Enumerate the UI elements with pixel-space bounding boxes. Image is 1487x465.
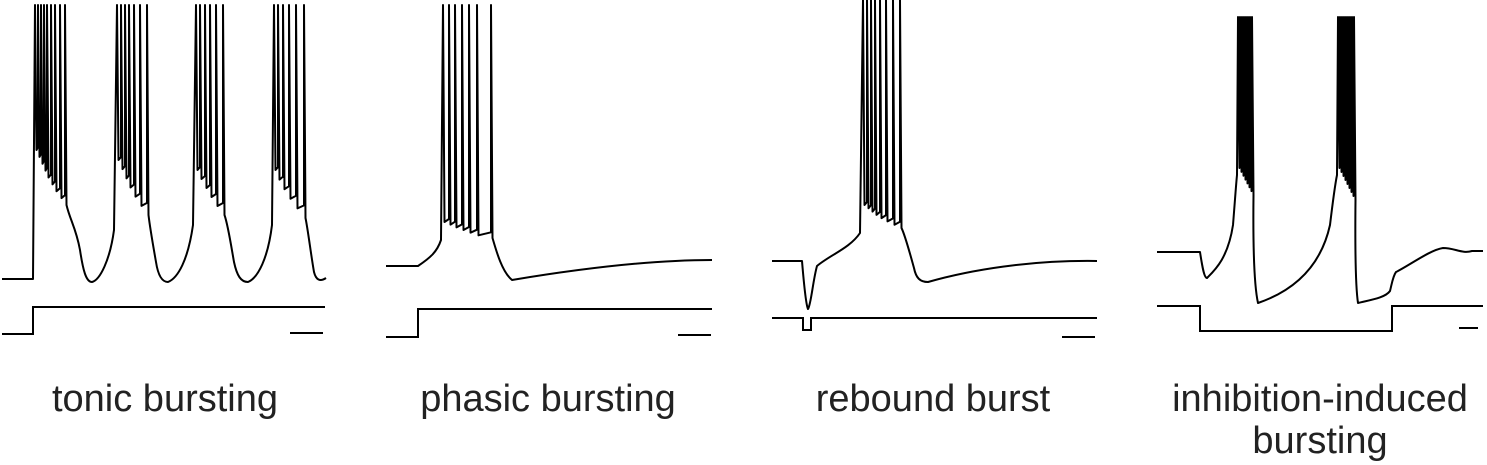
- label-line-2: bursting: [1252, 420, 1388, 462]
- label-tonic-bursting: tonic bursting: [51, 378, 278, 420]
- voltage-trace-tonic-bursting: [2, 4, 327, 283]
- voltage-trace-inhibition-induced-bursting: [1157, 16, 1483, 304]
- label-line-1: inhibition-induced: [1172, 378, 1468, 420]
- current-trace-tonic-bursting: [2, 306, 325, 335]
- current-trace-phasic-bursting: [386, 308, 712, 338]
- panel-rebound-burst: [772, 0, 1098, 338]
- label-inhibition-induced-bursting: inhibition-induced bursting: [1150, 378, 1487, 462]
- panel-inhibition-induced-bursting: [1157, 16, 1483, 332]
- panel-phasic-bursting: [386, 4, 713, 338]
- voltage-trace-rebound-burst: [772, 0, 1098, 310]
- panel-tonic-bursting: [2, 4, 327, 335]
- current-trace-rebound-burst: [772, 317, 1097, 331]
- label-rebound-burst: rebound burst: [815, 378, 1051, 420]
- voltage-trace-phasic-bursting: [386, 4, 713, 281]
- current-trace-inhibition-induced-bursting: [1157, 305, 1483, 332]
- label-phasic-bursting: phasic bursting: [420, 378, 676, 420]
